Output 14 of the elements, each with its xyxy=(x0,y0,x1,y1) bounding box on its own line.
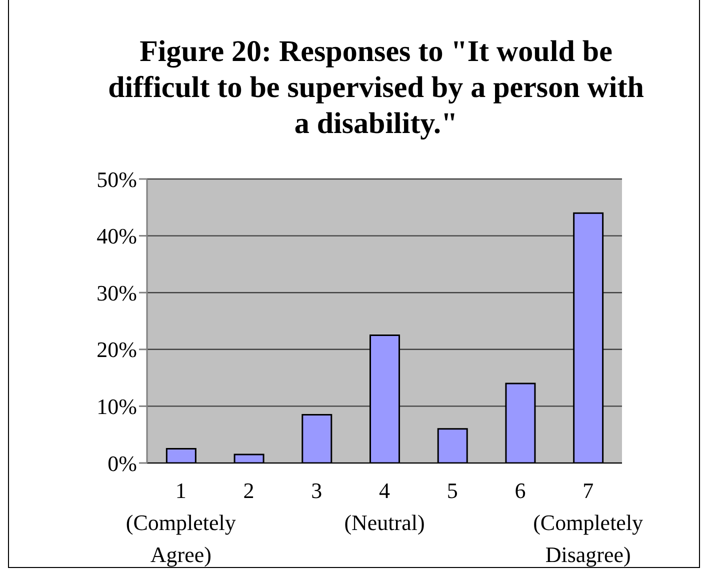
y-tick-label: 40% xyxy=(96,224,137,249)
x-tick-label: 3 xyxy=(311,478,322,503)
x-tick-label: 6 xyxy=(514,478,526,503)
x-tick-label: 2 xyxy=(243,478,254,503)
x-tick-label: 7 (Completely Disagree) xyxy=(533,478,644,567)
y-tick-label: 50% xyxy=(96,166,137,192)
x-tick-label: 5 xyxy=(446,478,458,503)
y-tick-label: 10% xyxy=(96,394,137,420)
y-tick-label: 20% xyxy=(96,337,137,362)
y-tick-label: 30% xyxy=(96,280,137,306)
x-tick-label: 1 (Completely Agree) xyxy=(126,478,236,567)
y-tick-label: 0% xyxy=(108,450,137,476)
x-tick-label: 4 (Neutral) xyxy=(344,478,425,535)
chart-title: Figure 20: Responses to "It would be difficult to be supervised by a person with a disability." xyxy=(107,34,645,142)
